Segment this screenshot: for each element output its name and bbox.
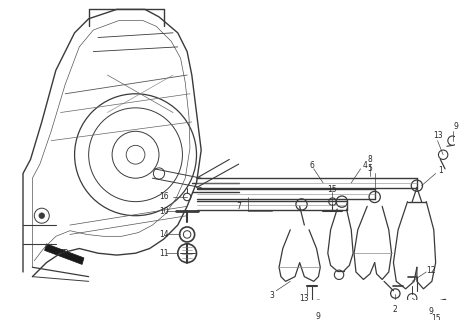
Text: 13: 13	[300, 294, 309, 303]
Polygon shape	[45, 244, 84, 264]
Text: 9: 9	[316, 313, 321, 320]
Text: 10: 10	[159, 206, 169, 215]
Text: 12: 12	[426, 266, 436, 275]
Text: 9: 9	[429, 307, 433, 316]
Text: 8: 8	[368, 155, 373, 164]
Text: 16: 16	[159, 192, 169, 202]
Text: 15: 15	[328, 185, 337, 194]
Text: FR.: FR.	[59, 249, 71, 258]
Text: 15: 15	[431, 314, 440, 320]
Text: 7: 7	[236, 202, 241, 211]
Text: 5: 5	[367, 164, 373, 173]
Text: 2: 2	[393, 305, 398, 314]
Text: 11: 11	[159, 249, 169, 258]
Text: 6: 6	[309, 162, 314, 171]
Text: 14: 14	[159, 230, 169, 239]
Text: 3: 3	[269, 291, 274, 300]
Text: 4: 4	[363, 162, 368, 171]
Text: 1: 1	[438, 166, 443, 175]
Circle shape	[39, 213, 45, 219]
Text: 13: 13	[433, 132, 442, 140]
Text: 9: 9	[454, 122, 459, 131]
